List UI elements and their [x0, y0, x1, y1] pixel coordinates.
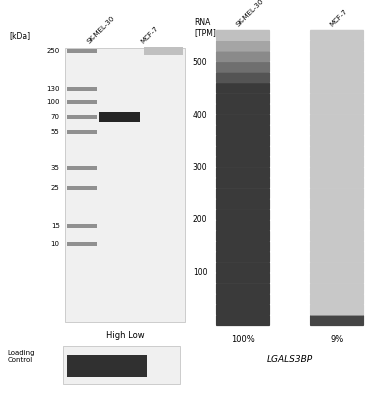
Bar [67, 100, 97, 104]
FancyBboxPatch shape [310, 241, 364, 252]
FancyBboxPatch shape [310, 62, 364, 73]
Text: 9%: 9% [330, 335, 344, 344]
FancyBboxPatch shape [310, 294, 364, 305]
Text: 35: 35 [51, 165, 60, 171]
Bar [99, 112, 140, 122]
FancyBboxPatch shape [216, 304, 270, 316]
Text: 250: 250 [46, 48, 60, 54]
FancyBboxPatch shape [216, 51, 270, 62]
FancyBboxPatch shape [216, 93, 270, 104]
Text: SK-MEL-30: SK-MEL-30 [86, 14, 116, 44]
Text: Loading
Control: Loading Control [8, 350, 35, 363]
Text: 15: 15 [51, 223, 60, 229]
FancyBboxPatch shape [310, 146, 364, 157]
FancyBboxPatch shape [216, 146, 270, 157]
FancyBboxPatch shape [310, 156, 364, 168]
FancyBboxPatch shape [216, 125, 270, 136]
Text: 400: 400 [193, 110, 207, 120]
Bar [67, 224, 97, 228]
FancyBboxPatch shape [216, 273, 270, 284]
Bar [67, 49, 97, 53]
Bar [67, 166, 97, 170]
FancyBboxPatch shape [310, 252, 364, 263]
FancyBboxPatch shape [216, 262, 270, 273]
Text: High Low: High Low [106, 331, 144, 340]
FancyBboxPatch shape [216, 230, 270, 242]
FancyBboxPatch shape [310, 283, 364, 294]
Text: MCF-7: MCF-7 [329, 8, 349, 28]
Text: [kDa]: [kDa] [10, 31, 30, 40]
Text: 10: 10 [51, 241, 60, 247]
Bar [67, 186, 97, 190]
FancyBboxPatch shape [216, 209, 270, 220]
FancyBboxPatch shape [310, 104, 364, 115]
FancyBboxPatch shape [216, 40, 270, 52]
Text: 70: 70 [51, 114, 60, 120]
FancyBboxPatch shape [216, 72, 270, 83]
Text: 200: 200 [193, 216, 207, 224]
FancyBboxPatch shape [310, 135, 364, 146]
FancyBboxPatch shape [216, 220, 270, 231]
Text: 500: 500 [193, 58, 207, 67]
FancyBboxPatch shape [310, 178, 364, 189]
FancyBboxPatch shape [216, 294, 270, 305]
FancyBboxPatch shape [216, 156, 270, 168]
Text: 55: 55 [51, 129, 60, 135]
FancyBboxPatch shape [310, 188, 364, 199]
FancyBboxPatch shape [216, 188, 270, 199]
Bar [67, 115, 97, 119]
FancyBboxPatch shape [310, 220, 364, 231]
FancyBboxPatch shape [310, 304, 364, 316]
Bar [67, 130, 97, 134]
Bar [67, 355, 147, 377]
FancyBboxPatch shape [310, 262, 364, 273]
Text: 25: 25 [51, 185, 60, 191]
Bar [144, 47, 183, 55]
FancyBboxPatch shape [310, 40, 364, 52]
FancyBboxPatch shape [216, 283, 270, 294]
Bar [67, 242, 97, 246]
FancyBboxPatch shape [310, 273, 364, 284]
FancyBboxPatch shape [310, 51, 364, 62]
Bar [63, 346, 179, 384]
Bar [65, 48, 185, 322]
Text: MCF-7: MCF-7 [140, 25, 159, 44]
FancyBboxPatch shape [310, 230, 364, 242]
Text: SK-MEL-30: SK-MEL-30 [235, 0, 265, 28]
FancyBboxPatch shape [216, 62, 270, 73]
Text: 100: 100 [46, 99, 60, 105]
FancyBboxPatch shape [216, 178, 270, 189]
FancyBboxPatch shape [216, 252, 270, 263]
Text: 130: 130 [46, 86, 60, 92]
Bar [67, 87, 97, 91]
FancyBboxPatch shape [216, 135, 270, 146]
FancyBboxPatch shape [310, 199, 364, 210]
FancyBboxPatch shape [216, 82, 270, 94]
FancyBboxPatch shape [310, 82, 364, 94]
FancyBboxPatch shape [216, 315, 270, 326]
FancyBboxPatch shape [310, 315, 364, 326]
Text: 100%: 100% [231, 335, 255, 344]
FancyBboxPatch shape [216, 114, 270, 126]
Text: LGALS3BP: LGALS3BP [267, 354, 313, 364]
FancyBboxPatch shape [216, 30, 270, 41]
FancyBboxPatch shape [310, 167, 364, 178]
FancyBboxPatch shape [216, 199, 270, 210]
FancyBboxPatch shape [216, 241, 270, 252]
FancyBboxPatch shape [310, 72, 364, 83]
Text: RNA
[TPM]: RNA [TPM] [194, 18, 216, 37]
FancyBboxPatch shape [310, 30, 364, 41]
FancyBboxPatch shape [310, 93, 364, 104]
FancyBboxPatch shape [310, 209, 364, 220]
Text: 100: 100 [193, 268, 207, 277]
FancyBboxPatch shape [310, 114, 364, 126]
FancyBboxPatch shape [310, 125, 364, 136]
FancyBboxPatch shape [216, 104, 270, 115]
Text: 300: 300 [193, 163, 207, 172]
FancyBboxPatch shape [216, 167, 270, 178]
